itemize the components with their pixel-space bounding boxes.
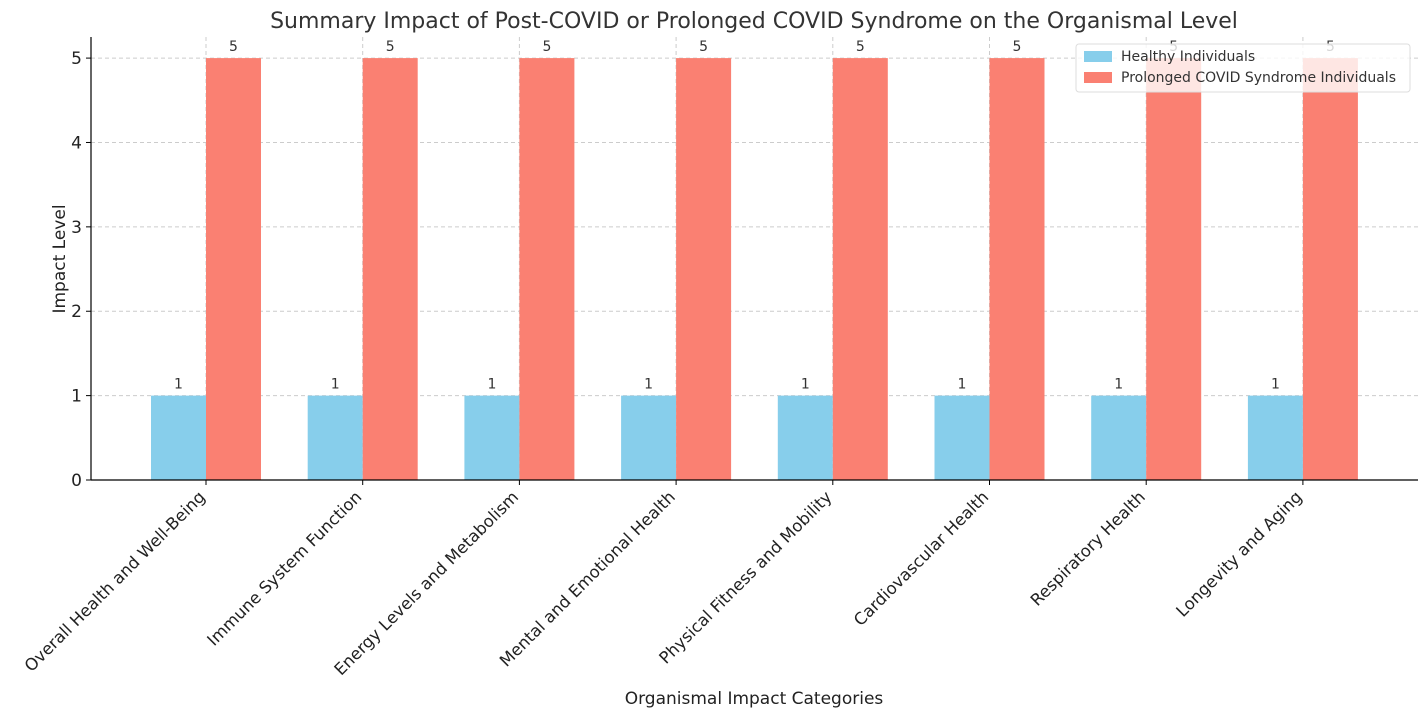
axes: [86, 37, 1418, 485]
data-label: 1: [487, 377, 496, 393]
x-axis-label: Organismal Impact Categories: [625, 689, 884, 709]
bar: [307, 395, 363, 480]
legend-swatch: [1084, 72, 1112, 83]
y-tick-label: 3: [71, 218, 82, 238]
bar: [777, 395, 833, 480]
bar: [621, 395, 677, 480]
bar: [676, 58, 732, 480]
bar: [1302, 58, 1358, 480]
data-label: 5: [386, 39, 395, 55]
chart-title: Summary Impact of Post-COVID or Prolonge…: [270, 9, 1238, 34]
legend-swatch: [1084, 51, 1112, 62]
legend-label: Prolonged COVID Syndrome Individuals: [1121, 70, 1396, 86]
data-label: 5: [542, 39, 551, 55]
data-label: 1: [1271, 377, 1280, 393]
legend-box: [1075, 43, 1411, 93]
bar: [362, 58, 418, 480]
bar: [151, 395, 206, 480]
y-tick-label: 4: [71, 133, 82, 153]
data-label: 1: [644, 377, 653, 393]
bar: [1247, 395, 1303, 480]
x-tick-label: Physical Fitness and Mobility: [655, 487, 835, 667]
legend: Healthy Individuals Prolonged COVID Syndr…: [1075, 43, 1411, 93]
x-tick-label: Cardiovascular Health: [850, 487, 992, 629]
legend-label: Healthy Individuals: [1121, 49, 1255, 65]
data-label: 5: [1013, 39, 1022, 55]
x-tick-label: Longevity and Aging: [1172, 487, 1305, 620]
y-axis-label: Impact Level: [50, 204, 70, 313]
x-tick-label: Overall Health and Well-Being: [21, 487, 209, 675]
data-label: 1: [174, 377, 183, 393]
data-label: 1: [801, 377, 810, 393]
bars: [151, 58, 1358, 480]
data-label: 5: [699, 39, 708, 55]
grid: [91, 37, 1418, 480]
data-labels: 1111111155555555: [174, 39, 1335, 393]
bar: [1091, 395, 1147, 480]
bar: [934, 395, 990, 480]
bar: [832, 58, 888, 480]
data-label: 1: [1114, 377, 1123, 393]
data-label: 5: [229, 39, 238, 55]
bar: [519, 58, 575, 480]
x-tick-label: Mental and Emotional Health: [496, 487, 679, 670]
data-label: 5: [856, 39, 865, 55]
bar: [989, 58, 1045, 480]
y-tick-label: 0: [71, 471, 82, 491]
y-tick-label: 1: [71, 387, 82, 407]
data-label: 1: [331, 377, 340, 393]
y-tick-label: 5: [71, 49, 82, 69]
y-tick-labels: 0 1 2 3 4 5: [71, 49, 82, 491]
x-tick-label: Energy Levels and Metabolism: [331, 487, 523, 679]
bar: [464, 395, 520, 480]
x-tick-label: Immune System Function: [203, 487, 365, 649]
y-tick-label: 2: [71, 302, 82, 322]
data-label: 1: [958, 377, 967, 393]
x-tick-label: Respiratory Health: [1027, 487, 1149, 609]
bar: [206, 58, 261, 480]
bar: [1146, 58, 1202, 480]
